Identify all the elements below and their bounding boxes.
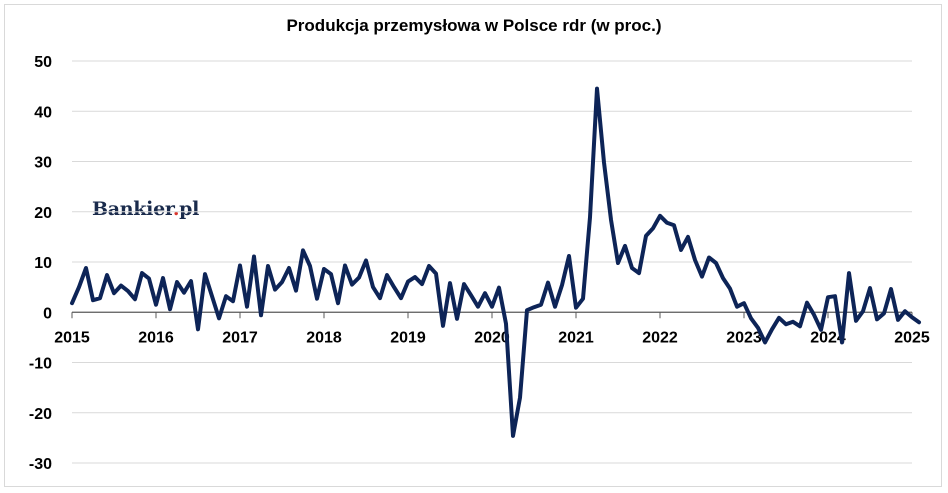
x-tick-label: 2024 — [810, 329, 846, 346]
x-tick-label: 2016 — [138, 329, 174, 346]
y-tick-label: 10 — [34, 255, 52, 272]
y-tick-label: 0 — [43, 305, 52, 322]
y-tick-label: -20 — [29, 406, 52, 423]
y-tick-label: -10 — [29, 356, 52, 373]
x-tick-label: 2020 — [474, 329, 510, 346]
logo-text-tld: pl — [179, 198, 200, 220]
x-tick-label: 2015 — [54, 329, 90, 346]
y-tick-label: -30 — [29, 456, 52, 473]
x-tick-label: 2021 — [558, 329, 594, 346]
logo-text-main: Bankier — [92, 198, 173, 220]
x-axis: 2015 2016 2017 2018 2019 2020 2021 2022 2023 2024… — [54, 312, 930, 346]
x-tick-label: 2019 — [390, 329, 426, 346]
x-tick-label: 2025 — [894, 329, 930, 346]
x-tick-label: 2023 — [726, 329, 762, 346]
x-tick-label: 2022 — [642, 329, 678, 346]
y-tick-label: 30 — [34, 155, 52, 172]
bankier-logo: Bankier.pl — [92, 198, 199, 220]
series-line — [70, 86, 921, 438]
logo-dot: . — [172, 198, 180, 220]
plot-area — [70, 86, 921, 438]
y-axis: 50 40 30 20 10 0 -10 -20 -30 — [29, 54, 52, 473]
gridlines — [72, 60, 912, 464]
x-tick-label: 2017 — [222, 329, 258, 346]
chart-frame — [4, 4, 942, 487]
y-tick-label: 20 — [34, 205, 52, 222]
x-tick-label: 2018 — [306, 329, 342, 346]
chart-title: Produkcja przemysłowa w Polsce rdr (w pr… — [286, 16, 662, 35]
y-tick-label: 50 — [34, 54, 52, 71]
y-tick-label: 40 — [34, 104, 52, 121]
